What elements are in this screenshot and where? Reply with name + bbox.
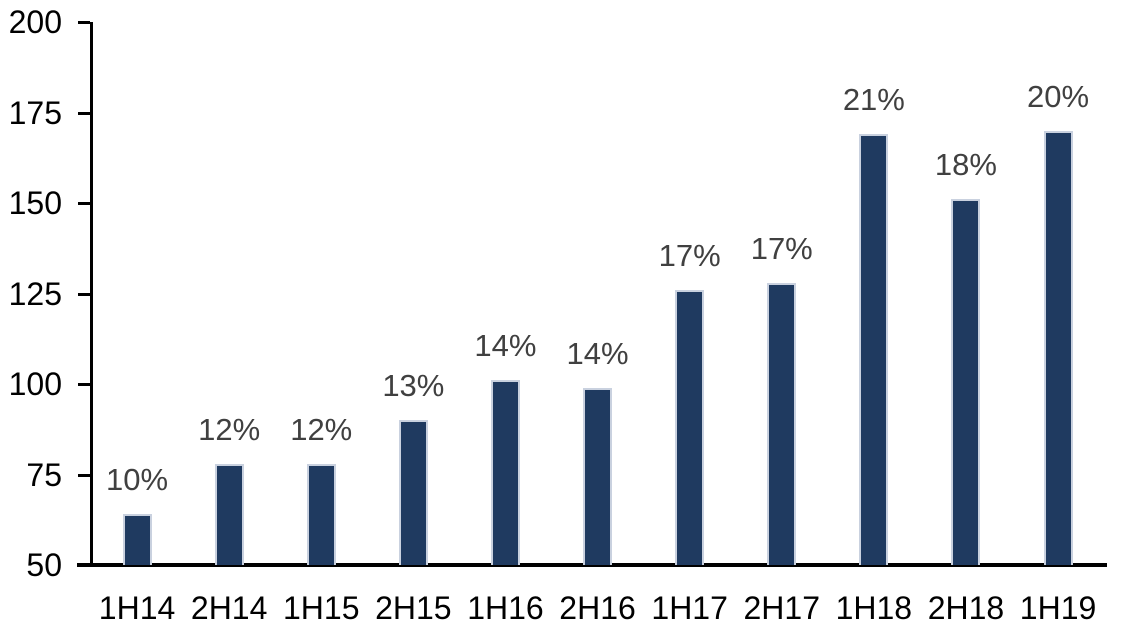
y-axis-line bbox=[90, 22, 93, 567]
bar-value-label: 17% bbox=[658, 237, 721, 273]
x-tick-label: 2H16 bbox=[559, 590, 636, 626]
bar-value-label: 10% bbox=[106, 462, 169, 498]
bar-value-label: 14% bbox=[566, 335, 629, 371]
bar-value-label: 18% bbox=[934, 147, 997, 183]
y-tick-label: 100 bbox=[8, 366, 62, 402]
bar-2H16 bbox=[583, 387, 613, 565]
y-tick-label: 125 bbox=[8, 275, 62, 312]
x-tick-label: 1H16 bbox=[467, 590, 544, 626]
bar-1H18 bbox=[859, 134, 889, 565]
bar-value-label: 20% bbox=[1027, 78, 1090, 114]
bar-2H17 bbox=[767, 282, 797, 565]
x-tick-label: 1H18 bbox=[835, 590, 913, 626]
bar-1H15 bbox=[306, 463, 336, 565]
bar-1H17 bbox=[675, 289, 705, 565]
x-tick-label: 2H18 bbox=[927, 590, 1005, 626]
y-tick-label: 75 bbox=[26, 456, 62, 493]
bar-1H16 bbox=[490, 380, 520, 565]
bar-value-label: 14% bbox=[474, 328, 537, 364]
x-tick-label: 1H19 bbox=[1019, 590, 1097, 626]
bar-value-label: 12% bbox=[198, 411, 261, 447]
bar-2H15 bbox=[398, 420, 428, 565]
y-tick-mark bbox=[78, 473, 90, 477]
bar-value-label: 17% bbox=[750, 230, 813, 266]
x-tick-label: 1H17 bbox=[651, 590, 728, 626]
y-tick-mark bbox=[78, 111, 90, 115]
x-tick-label: 1H15 bbox=[282, 590, 360, 626]
y-tick-mark bbox=[78, 292, 90, 296]
bar-2H14 bbox=[214, 463, 244, 565]
y-tick-label: 50 bbox=[26, 547, 62, 583]
bar-value-label: 13% bbox=[382, 368, 445, 404]
x-tick-label: 2H14 bbox=[190, 590, 268, 626]
y-tick-mark bbox=[78, 202, 90, 205]
x-tick-label: 2H17 bbox=[743, 590, 820, 626]
y-tick-mark bbox=[78, 21, 90, 24]
y-tick-label: 150 bbox=[8, 185, 62, 221]
bar-1H14 bbox=[122, 514, 152, 565]
bar-2H18 bbox=[951, 199, 981, 565]
y-tick-label: 200 bbox=[8, 4, 62, 40]
x-tick-label: 2H15 bbox=[375, 590, 452, 626]
x-tick-label: 1H14 bbox=[98, 590, 176, 626]
y-tick-label: 175 bbox=[8, 94, 62, 131]
bar-value-label: 21% bbox=[842, 82, 905, 118]
y-tick-mark bbox=[78, 564, 90, 567]
y-tick-mark bbox=[78, 383, 90, 386]
bar-1H19 bbox=[1043, 130, 1073, 565]
x-axis-line bbox=[77, 563, 1107, 567]
bar-value-label: 12% bbox=[290, 411, 353, 447]
